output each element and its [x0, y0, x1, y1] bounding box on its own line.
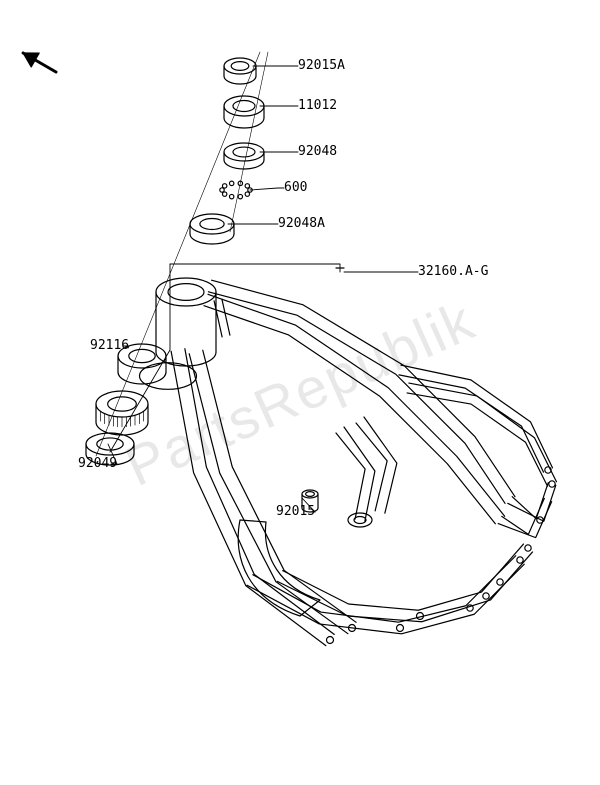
- parts-diagram: [0, 0, 600, 785]
- bearing-stack: [96, 52, 268, 456]
- lower-stack: [86, 344, 166, 465]
- frame: [140, 278, 557, 646]
